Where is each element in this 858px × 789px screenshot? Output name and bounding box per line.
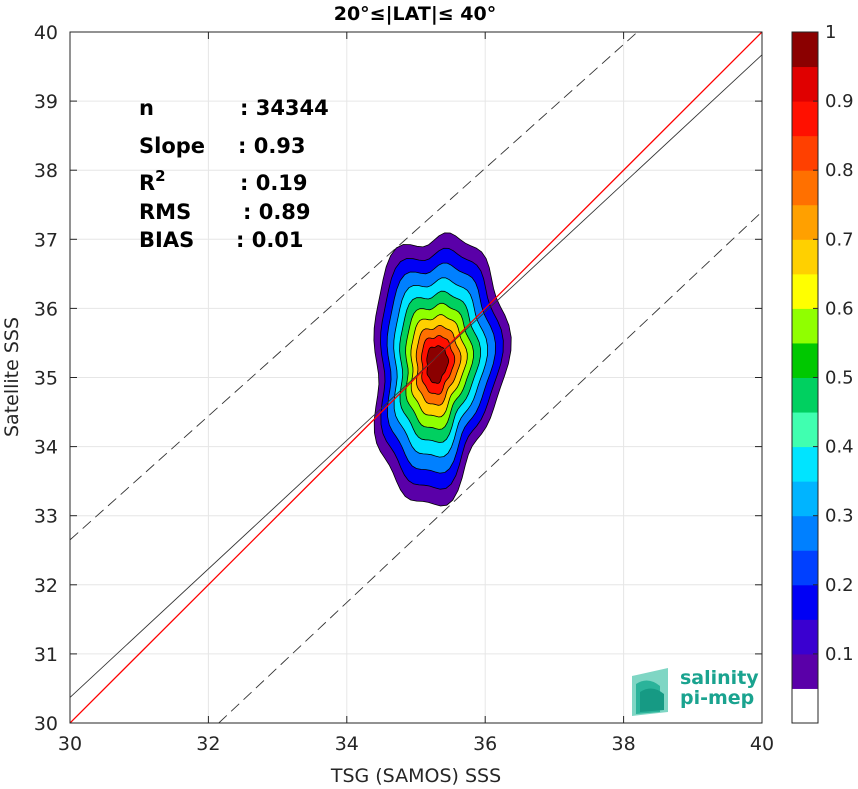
y-axis-label: Satellite SSS bbox=[1, 317, 23, 437]
colorbar-segment bbox=[792, 688, 818, 724]
colorbar-segment bbox=[792, 619, 818, 655]
y-tick-label: 32 bbox=[34, 575, 58, 597]
y-axis-ticks: 30 31 32 33 34 35 36 37 38 39 40 bbox=[34, 22, 762, 735]
y-tick-label: 30 bbox=[34, 713, 58, 735]
colorbar-segment bbox=[792, 135, 818, 171]
x-tick-label: 40 bbox=[750, 733, 774, 755]
stat-label: Slope bbox=[139, 134, 205, 158]
x-tick-label: 32 bbox=[196, 733, 220, 755]
colorbar-segment bbox=[792, 204, 818, 240]
colorbar-segment bbox=[792, 446, 818, 482]
fit-line bbox=[70, 54, 762, 698]
colorbar-tick-label: 0.8 bbox=[825, 160, 854, 181]
colorbar-segment bbox=[792, 66, 818, 102]
density-contours bbox=[373, 232, 512, 507]
salinity-pi-mep-logo: salinity pi-mep bbox=[632, 667, 759, 716]
colorbar-segment bbox=[792, 308, 818, 344]
lower-bound-line bbox=[218, 211, 762, 723]
colorbar-segment bbox=[792, 170, 818, 206]
colorbar-tick-label: 0.1 bbox=[825, 644, 854, 665]
colorbar-segment bbox=[792, 481, 818, 517]
colorbar-segment bbox=[792, 653, 818, 689]
stat-label: R2 bbox=[139, 167, 166, 195]
colorbar-segment bbox=[792, 584, 818, 620]
identity-line bbox=[70, 32, 762, 723]
y-tick-label: 35 bbox=[34, 368, 58, 390]
colorbar-segment bbox=[792, 515, 818, 551]
colorbar-tick-label: 0.7 bbox=[825, 229, 854, 250]
stat-label: RMS bbox=[139, 200, 191, 224]
colorbar-segment bbox=[792, 273, 818, 309]
colorbar: 0.1 0.2 0.3 0.4 0.5 0.6 0.7 0.8 0.9 1 bbox=[791, 22, 854, 724]
statistics-panel: n : 34344 Slope : 0.93 R2 : 0.19 RMS : 0.89 BIAS… bbox=[139, 96, 329, 252]
logo-wave-icon bbox=[632, 668, 668, 716]
x-tick-label: 36 bbox=[473, 733, 497, 755]
colorbar-tick-label: 0.2 bbox=[825, 575, 854, 596]
colorbar-tick-label: 0.6 bbox=[825, 298, 854, 319]
regression-lines bbox=[70, 32, 762, 723]
stat-value: : 0.93 bbox=[238, 134, 306, 158]
x-axis-ticks: 30 32 34 36 38 40 bbox=[58, 32, 774, 755]
y-tick-label: 36 bbox=[34, 298, 58, 320]
colorbar-segment bbox=[792, 412, 818, 448]
colorbar-tick-label: 0.4 bbox=[825, 437, 854, 458]
y-tick-label: 31 bbox=[34, 644, 58, 666]
colorbar-segment bbox=[792, 32, 818, 68]
x-tick-label: 34 bbox=[335, 733, 359, 755]
colorbar-segment bbox=[792, 342, 818, 378]
stat-value: : 0.89 bbox=[243, 200, 311, 224]
logo-text-line1: salinity bbox=[680, 667, 759, 689]
stat-value: : 0.19 bbox=[240, 171, 308, 195]
colorbar-tick-label: 1 bbox=[825, 22, 836, 43]
colorbar-tick-label: 0.5 bbox=[825, 368, 854, 389]
colorbar-tick-label: 0.9 bbox=[825, 91, 854, 112]
stat-value: : 0.01 bbox=[236, 228, 304, 252]
chart-title: 20°≤|LAT|≤ 40° bbox=[334, 3, 497, 25]
y-tick-label: 37 bbox=[34, 229, 58, 251]
stat-label-superscript: 2 bbox=[155, 167, 165, 185]
y-tick-label: 39 bbox=[34, 91, 58, 113]
y-tick-label: 40 bbox=[34, 22, 58, 44]
density-contour-level bbox=[426, 345, 449, 384]
colorbar-tick-label: 0.3 bbox=[825, 506, 854, 527]
logo-text-line2: pi-mep bbox=[680, 687, 754, 709]
colorbar-segment bbox=[792, 101, 818, 137]
x-tick-label: 30 bbox=[58, 733, 82, 755]
y-tick-label: 33 bbox=[34, 506, 58, 528]
stat-label: n bbox=[139, 96, 154, 120]
x-tick-label: 38 bbox=[612, 733, 636, 755]
y-tick-label: 34 bbox=[34, 437, 58, 459]
colorbar-segment bbox=[792, 239, 818, 275]
y-tick-label: 38 bbox=[34, 160, 58, 182]
colorbar-segment bbox=[792, 550, 818, 586]
upper-bound-line bbox=[70, 32, 638, 541]
x-axis-label: TSG (SAMOS) SSS bbox=[330, 765, 501, 787]
stat-value: : 34344 bbox=[240, 96, 329, 120]
colorbar-segment bbox=[792, 377, 818, 413]
stat-label: BIAS bbox=[139, 228, 194, 252]
